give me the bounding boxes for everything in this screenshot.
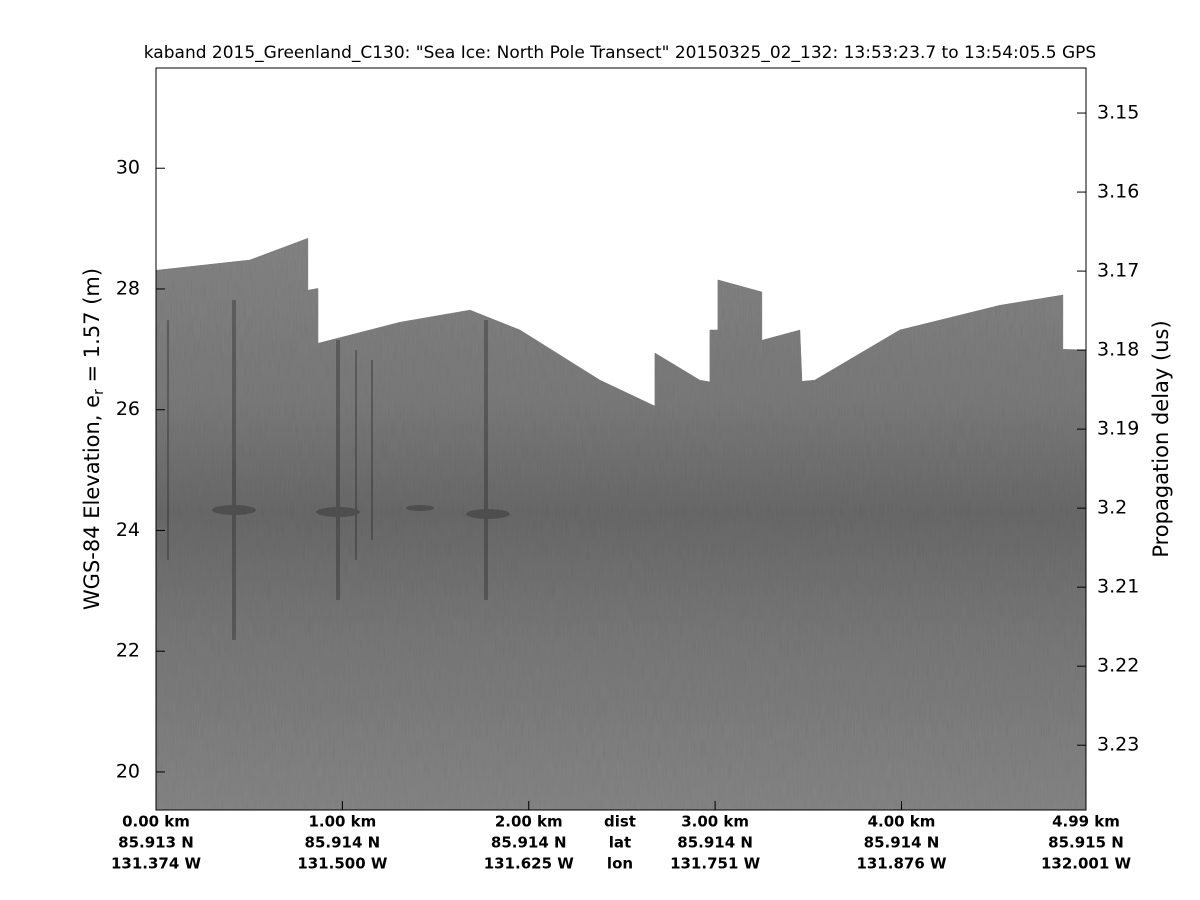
x-tick-lon: 132.001 W [1041, 855, 1132, 873]
y-tick-label: 24 [116, 519, 140, 541]
x-tick-lat: 85.913 N [118, 834, 194, 852]
x-tick-lat: 85.914 N [305, 834, 381, 852]
y-tick-label: 30 [116, 157, 140, 179]
plot-frame [155, 67, 1087, 811]
x-tick-lat: 85.914 N [677, 834, 753, 852]
y2-tick-label: 3.16 [1097, 181, 1139, 203]
y-axis-label: WGS-84 Elevation, er = 1.57 (m) [80, 268, 107, 610]
x-tick-label: 0.00 km [122, 813, 190, 831]
x-tick-label: 2.00 km [495, 813, 563, 831]
y-tick-label: 20 [116, 760, 140, 782]
y2-tick-label: 3.18 [1097, 339, 1139, 361]
y2-tick-label: 3.2 [1097, 497, 1127, 519]
echo-streaks [167, 300, 510, 640]
x-tick-lon: 131.500 W [297, 855, 388, 873]
y2-tick-label: 3.21 [1097, 576, 1139, 598]
x-tick-lon: 131.751 W [670, 855, 761, 873]
y2-tick-label: 3.22 [1097, 655, 1139, 677]
x-tick-lat: 85.915 N [1048, 834, 1124, 852]
y2-tick-label: 3.15 [1097, 102, 1139, 124]
x-row-label: lon [607, 855, 633, 873]
x-tick-lon: 131.374 W [111, 855, 202, 873]
y-tick-label: 28 [116, 277, 140, 299]
y2-tick-label: 3.23 [1097, 734, 1139, 756]
x-row-label: lat [609, 834, 631, 852]
y2-tick-label: 3.19 [1097, 418, 1139, 440]
y-label-main: WGS-84 Elevation, e [80, 395, 104, 610]
x-tick-lon: 131.876 W [856, 855, 947, 873]
x-tick-lat: 85.914 N [491, 834, 567, 852]
chart-title: kaband 2015_Greenland_C130: "Sea Ice: No… [144, 43, 1096, 63]
x-tick-label: 4.99 km [1052, 813, 1120, 831]
y-tick-label: 22 [116, 640, 140, 662]
echogram [156, 237, 1086, 810]
echogram-surface [156, 237, 1086, 810]
y2-axis-label: Propagation delay (us) [1149, 320, 1173, 557]
x-tick-label: 3.00 km [681, 813, 749, 831]
y-label-sub: r [91, 389, 107, 395]
x-tick-label: 4.00 km [868, 813, 936, 831]
y2-tick-label: 3.17 [1097, 260, 1139, 282]
x-tick-label: 1.00 km [308, 813, 376, 831]
x-tick-lon: 131.625 W [484, 855, 575, 873]
y-tick-label: 26 [116, 398, 140, 420]
x-tick-lat: 85.914 N [864, 834, 940, 852]
x-row-label: dist [604, 813, 636, 831]
y-label-rest: = 1.57 (m) [80, 268, 104, 389]
